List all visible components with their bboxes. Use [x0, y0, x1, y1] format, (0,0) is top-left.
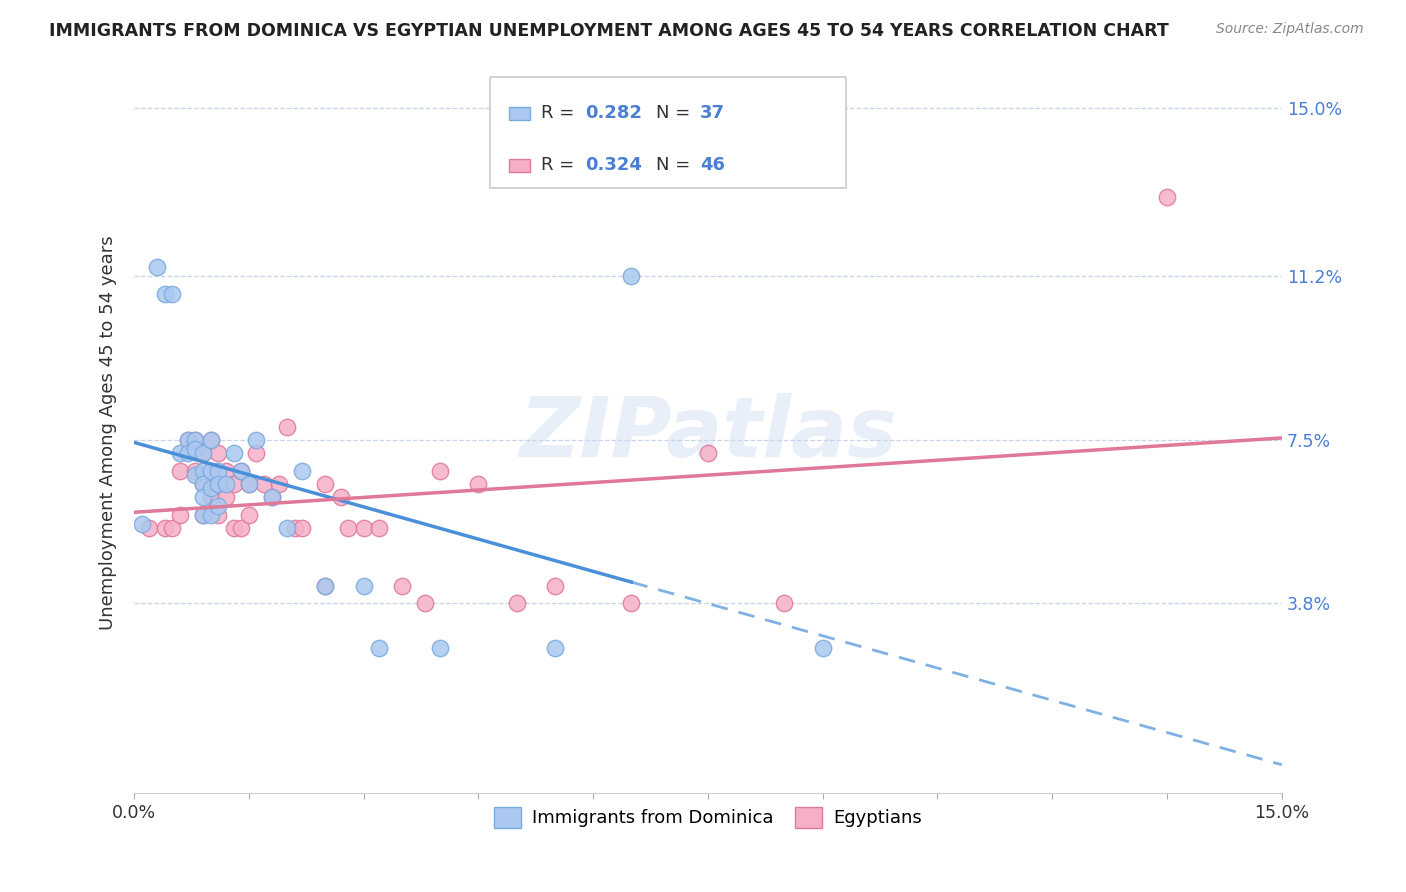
Point	[200, 490, 222, 504]
Point	[314, 579, 336, 593]
Point	[169, 464, 191, 478]
Point	[207, 477, 229, 491]
Point	[429, 464, 451, 478]
Point	[176, 433, 198, 447]
Point	[260, 490, 283, 504]
FancyBboxPatch shape	[509, 107, 530, 120]
Point	[207, 508, 229, 522]
Y-axis label: Unemployment Among Ages 45 to 54 years: Unemployment Among Ages 45 to 54 years	[100, 235, 117, 631]
Point	[269, 477, 291, 491]
Point	[191, 464, 214, 478]
Point	[191, 490, 214, 504]
Point	[191, 477, 214, 491]
Point	[1156, 190, 1178, 204]
Point	[215, 464, 238, 478]
Point	[284, 521, 307, 535]
Point	[353, 579, 375, 593]
Point	[184, 442, 207, 456]
Point	[191, 508, 214, 522]
Point	[811, 640, 834, 655]
Point	[291, 464, 314, 478]
Point	[391, 579, 413, 593]
Point	[191, 446, 214, 460]
Point	[222, 446, 245, 460]
Point	[153, 287, 176, 301]
Point	[505, 596, 527, 610]
Point	[191, 446, 214, 460]
Point	[314, 579, 336, 593]
Point	[169, 446, 191, 460]
Point	[176, 446, 198, 460]
Point	[238, 508, 260, 522]
Point	[329, 490, 352, 504]
FancyBboxPatch shape	[509, 159, 530, 171]
Point	[207, 464, 229, 478]
Point	[131, 516, 153, 531]
Text: N =: N =	[657, 156, 696, 174]
Point	[176, 433, 198, 447]
Point	[162, 521, 184, 535]
Point	[191, 477, 214, 491]
Point	[245, 433, 267, 447]
Point	[184, 468, 207, 483]
Point	[153, 521, 176, 535]
Text: 46: 46	[700, 156, 725, 174]
Point	[184, 433, 207, 447]
Text: R =: R =	[541, 156, 581, 174]
Point	[184, 464, 207, 478]
Point	[291, 521, 314, 535]
Point	[200, 464, 222, 478]
Text: R =: R =	[541, 104, 581, 122]
Point	[467, 477, 489, 491]
Text: 0.324: 0.324	[585, 156, 643, 174]
Point	[696, 446, 718, 460]
Point	[222, 477, 245, 491]
Text: 0.282: 0.282	[585, 104, 643, 122]
Legend: Immigrants from Dominica, Egyptians: Immigrants from Dominica, Egyptians	[486, 799, 929, 835]
Point	[169, 508, 191, 522]
Point	[238, 477, 260, 491]
Point	[162, 287, 184, 301]
Point	[200, 482, 222, 496]
Point	[245, 446, 267, 460]
Point	[200, 433, 222, 447]
Point	[276, 521, 298, 535]
Text: N =: N =	[657, 104, 696, 122]
Point	[207, 446, 229, 460]
FancyBboxPatch shape	[489, 77, 845, 188]
Point	[191, 508, 214, 522]
Point	[215, 490, 238, 504]
Point	[207, 499, 229, 513]
Text: 37: 37	[700, 104, 725, 122]
Text: ZIPatlas: ZIPatlas	[519, 392, 897, 474]
Point	[544, 579, 567, 593]
Point	[184, 433, 207, 447]
Point	[231, 521, 253, 535]
Point	[773, 596, 796, 610]
Point	[276, 419, 298, 434]
Point	[260, 490, 283, 504]
Point	[337, 521, 360, 535]
Text: IMMIGRANTS FROM DOMINICA VS EGYPTIAN UNEMPLOYMENT AMONG AGES 45 TO 54 YEARS CORR: IMMIGRANTS FROM DOMINICA VS EGYPTIAN UNE…	[49, 22, 1168, 40]
Point	[146, 260, 169, 275]
Point	[222, 521, 245, 535]
Text: Source: ZipAtlas.com: Source: ZipAtlas.com	[1216, 22, 1364, 37]
Point	[353, 521, 375, 535]
Point	[367, 640, 389, 655]
Point	[253, 477, 276, 491]
Point	[620, 596, 643, 610]
Point	[429, 640, 451, 655]
Point	[413, 596, 436, 610]
Point	[314, 477, 336, 491]
Point	[367, 521, 389, 535]
Point	[215, 477, 238, 491]
Point	[138, 521, 160, 535]
Point	[238, 477, 260, 491]
Point	[200, 508, 222, 522]
Point	[200, 433, 222, 447]
Point	[231, 464, 253, 478]
Point	[231, 464, 253, 478]
Point	[620, 269, 643, 284]
Point	[544, 640, 567, 655]
